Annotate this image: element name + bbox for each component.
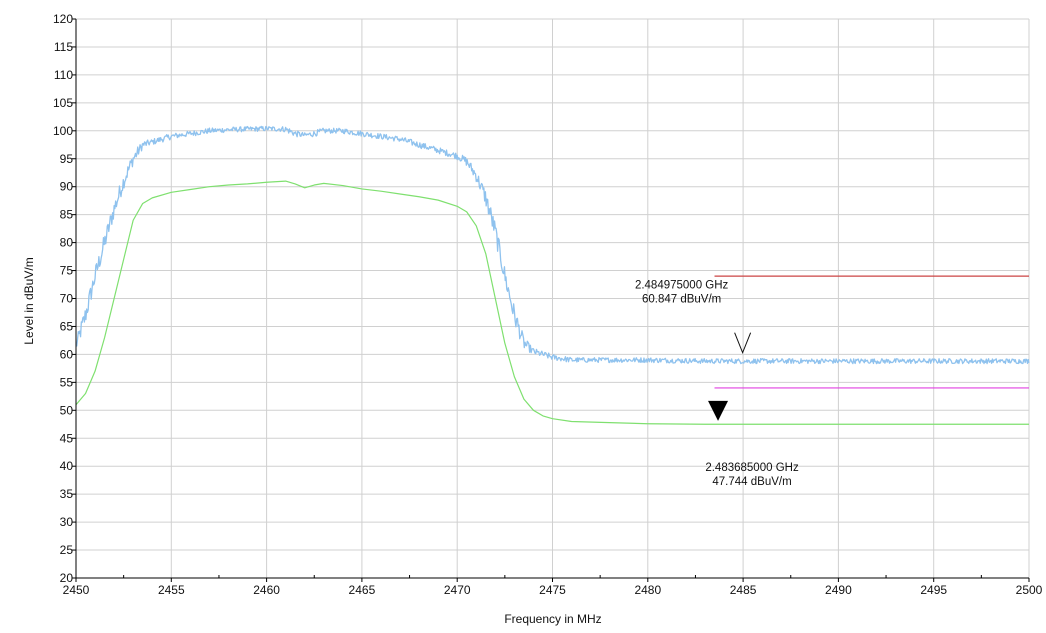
x-tick-label: 2500 xyxy=(1016,583,1043,597)
x-tick-label: 2480 xyxy=(634,583,661,597)
x-tick-label: 2495 xyxy=(920,583,947,597)
y-tick-label: 25 xyxy=(60,543,74,557)
marker-1-level: 60.847 dBuV/m xyxy=(642,294,721,306)
y-axis-title: Level in dBuV/m xyxy=(22,257,36,344)
series-layer xyxy=(75,125,1030,425)
y-tick-label: 35 xyxy=(60,487,74,501)
x-axis-title: Frequency in MHz xyxy=(504,612,601,626)
y-tick-label: 120 xyxy=(53,12,73,26)
axes xyxy=(72,18,1030,582)
y-tick-label: 20 xyxy=(60,571,74,585)
limit-lines xyxy=(714,275,1029,389)
y-tick-label: 115 xyxy=(54,40,73,54)
y-tick-label: 30 xyxy=(60,515,74,529)
y-tick-label: 90 xyxy=(60,180,74,194)
y-tick-label: 85 xyxy=(60,208,74,222)
y-tick-label: 40 xyxy=(60,459,74,473)
y-tick-label: 45 xyxy=(60,431,74,445)
x-tick-label: 2490 xyxy=(825,583,852,597)
marker-1-frequency: 2.484975000 GHz xyxy=(635,280,729,292)
series-line-1 xyxy=(75,125,1030,365)
x-tick-label: 2460 xyxy=(253,583,280,597)
y-tick-label: 105 xyxy=(53,96,73,110)
y-tick-label: 55 xyxy=(60,375,74,389)
tick-labels: 20 25 30 35 40 45 50 55 60 65 70 75 80 85 90 95 100 105 11… xyxy=(53,12,1043,597)
marker-open-triangle xyxy=(734,332,752,355)
y-tick-label: 70 xyxy=(60,292,74,306)
y-tick-label: 65 xyxy=(60,319,74,333)
x-tick-label: 2455 xyxy=(158,583,185,597)
markers: 2.484975000 GHz 60.847 dBuV/m 2.483685000 … xyxy=(635,280,799,488)
y-tick-label: 50 xyxy=(60,403,74,417)
y-tick-label: 80 xyxy=(60,236,74,250)
x-tick-label: 2465 xyxy=(349,583,376,597)
x-tick-label: 2470 xyxy=(444,583,471,597)
marker-2-frequency: 2.483685000 GHz xyxy=(705,462,799,474)
y-tick-label: 75 xyxy=(60,264,74,278)
x-tick-label: 2475 xyxy=(539,583,566,597)
grid xyxy=(76,18,1030,578)
y-tick-label: 100 xyxy=(53,124,73,138)
y-tick-label: 95 xyxy=(60,152,74,166)
x-tick-label: 2485 xyxy=(730,583,757,597)
x-tick-label: 2450 xyxy=(63,583,90,597)
y-tick-label: 110 xyxy=(54,68,73,82)
marker-filled-triangle xyxy=(708,400,729,421)
marker-2-level: 47.744 dBuV/m xyxy=(712,476,791,488)
series-line-2 xyxy=(75,180,1029,425)
y-tick-label: 60 xyxy=(60,347,74,361)
